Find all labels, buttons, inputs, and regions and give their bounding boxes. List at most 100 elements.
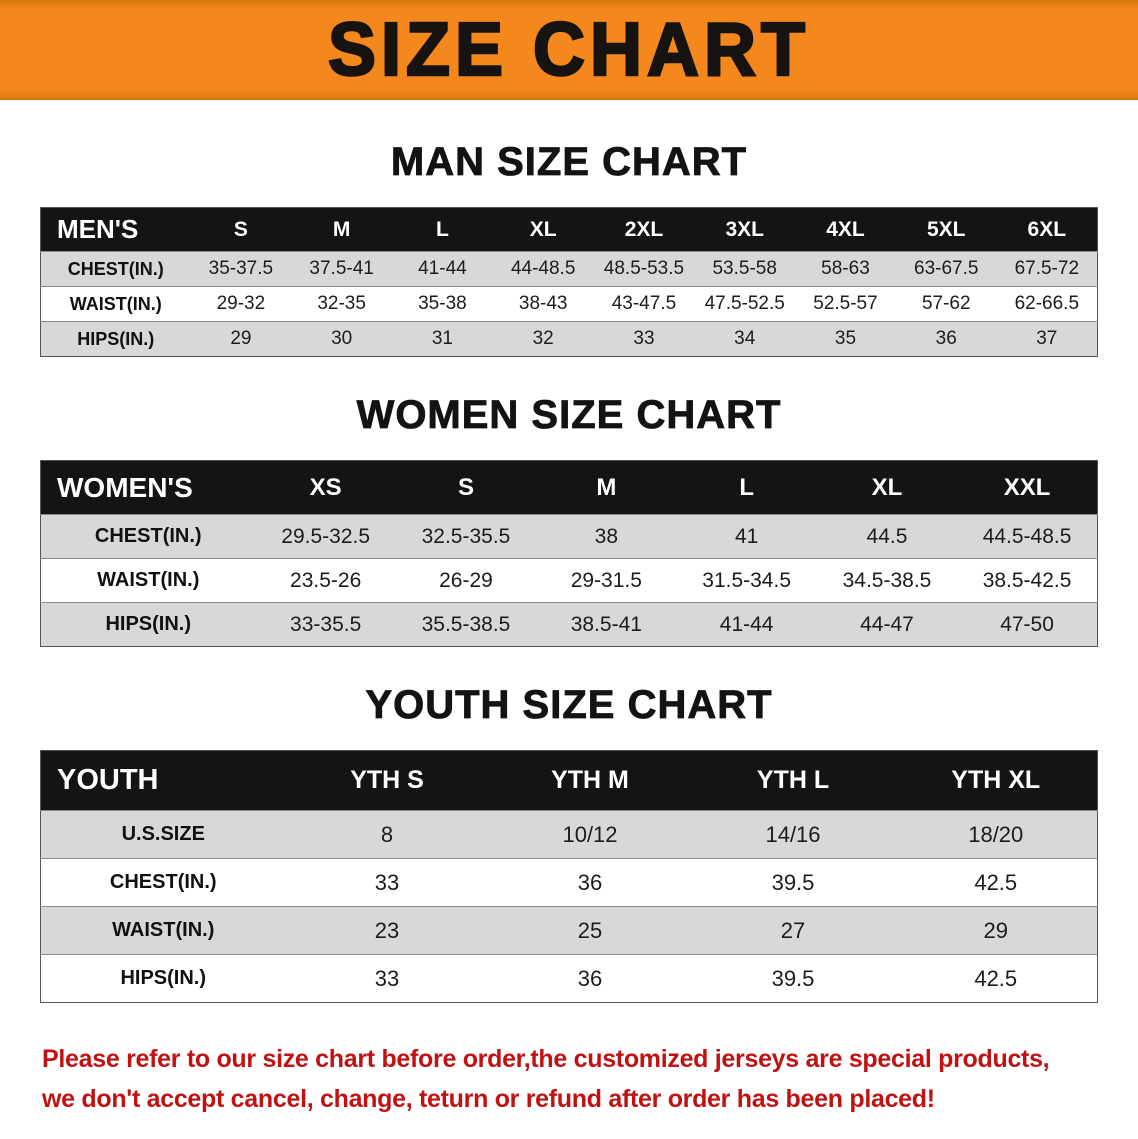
measurement-label: WAIST(IN.) — [40, 558, 256, 603]
men-section-heading: MAN SIZE CHART — [390, 140, 748, 185]
section-youth: YOUTH SIZE CHART YOUTH YTH S YTH M YTH L YTH… — [40, 683, 1098, 1003]
size-column-header: S — [233, 217, 248, 241]
table-row: HIPS(IN.) 33-35.5 35.5-38.5 38.5-41 41-44 44-… — [40, 602, 1098, 647]
measurement-label: CHEST(IN.) — [40, 251, 191, 287]
size-column-header: YTH XL — [951, 766, 1041, 794]
measurement-value: 38.5-41 — [536, 602, 677, 647]
measurement-value: 44-47 — [816, 602, 958, 647]
measurement-value: 29.5-32.5 — [255, 514, 396, 559]
measurement-value: 36 — [488, 858, 692, 907]
measurement-value: 29-32 — [190, 286, 292, 322]
measurement-value: 63-67.5 — [895, 251, 997, 287]
measurement-value: 14/16 — [691, 810, 895, 859]
section-women: WOMEN SIZE CHART WOMEN'S XS S M L XL XXL CHEST(… — [40, 393, 1098, 647]
size-column-header: XS — [309, 473, 342, 501]
measurement-label: U.S.SIZE — [40, 810, 286, 859]
measurement-value: 43-47.5 — [593, 286, 695, 322]
measurement-value: 34 — [694, 321, 796, 357]
measurement-value: 26-29 — [395, 558, 537, 603]
size-column-header: S — [457, 473, 474, 501]
measurement-value: 67.5-72 — [996, 251, 1098, 287]
measurement-value: 47.5-52.5 — [694, 286, 796, 322]
measurement-value: 29-31.5 — [536, 558, 677, 603]
measurement-value: 41 — [676, 514, 817, 559]
measurement-value: 25 — [488, 906, 692, 955]
measurement-value: 41-44 — [676, 602, 817, 647]
measurement-value: 36 — [488, 954, 692, 1003]
size-column-header: 3XL — [725, 217, 764, 241]
table-row: HIPS(IN.) 29 30 31 32 33 34 35 36 37 — [40, 321, 1098, 357]
measurement-value: 37 — [996, 321, 1098, 357]
measurement-value: 48.5-53.5 — [593, 251, 695, 287]
measurement-value: 33 — [285, 954, 489, 1003]
measurement-label: CHEST(IN.) — [40, 514, 256, 559]
measurement-value: 10/12 — [488, 810, 692, 859]
disclaimer: Please refer to our size chart before or… — [42, 1039, 1098, 1119]
table-header-row: WOMEN'S XS S M L XL XXL — [40, 460, 1098, 515]
size-column-header: YTH L — [756, 766, 830, 794]
womens-size-table: WOMEN'S XS S M L XL XXL CHEST(IN.) 29.5-32.5 32.5… — [40, 460, 1098, 647]
measurement-value: 35 — [795, 321, 896, 357]
measurement-value: 62-66.5 — [996, 286, 1098, 322]
measurement-value: 32-35 — [291, 286, 393, 322]
table-corner-label: MEN'S — [57, 214, 139, 244]
mens-size-table: MEN'S S M L XL 2XL 3XL 4XL 5XL 6XL CHEST(IN.) 35-37… — [40, 207, 1098, 357]
measurement-label: HIPS(IN.) — [40, 321, 191, 357]
measurement-value: 23 — [285, 906, 489, 955]
measurement-value: 29 — [190, 321, 292, 357]
measurement-value: 36 — [895, 321, 997, 357]
measurement-value: 44.5 — [816, 514, 958, 559]
size-column-header: YTH S — [350, 766, 424, 794]
section-men: MAN SIZE CHART MEN'S S M L XL 2XL 3XL 4XL 5XL 6XL… — [40, 140, 1098, 357]
youth-size-table: YOUTH YTH S YTH M YTH L YTH XL U.S.SIZE 8 10/12… — [40, 750, 1098, 1003]
measurement-value: 33-35.5 — [255, 602, 396, 647]
measurement-label: HIPS(IN.) — [40, 954, 286, 1003]
measurement-value: 42.5 — [894, 858, 1098, 907]
measurement-value: 37.5-41 — [291, 251, 393, 287]
table-header-row: YOUTH YTH S YTH M YTH L YTH XL — [40, 750, 1098, 811]
measurement-value: 23.5-26 — [255, 558, 396, 603]
table-corner-label: YOUTH — [57, 764, 159, 796]
measurement-value: 38 — [536, 514, 677, 559]
youth-section-heading: YOUTH SIZE CHART — [365, 683, 773, 728]
table-row: CHEST(IN.) 35-37.5 37.5-41 41-44 44-48.5 48.5… — [40, 251, 1098, 287]
measurement-value: 31 — [392, 321, 493, 357]
measurement-value: 44-48.5 — [492, 251, 594, 287]
table-row: CHEST(IN.) 29.5-32.5 32.5-35.5 38 41 44.5 44.5… — [40, 514, 1098, 559]
measurement-value: 42.5 — [894, 954, 1098, 1003]
measurement-value: 47-50 — [957, 602, 1098, 647]
measurement-value: 31.5-34.5 — [676, 558, 817, 603]
measurement-value: 39.5 — [691, 858, 895, 907]
measurement-value: 52.5-57 — [795, 286, 896, 322]
measurement-value: 41-44 — [392, 251, 493, 287]
measurement-value: 32.5-35.5 — [395, 514, 537, 559]
measurement-value: 35.5-38.5 — [395, 602, 537, 647]
size-column-header: M — [332, 217, 351, 241]
size-column-header: XL — [871, 473, 903, 501]
women-section-heading: WOMEN SIZE CHART — [356, 393, 782, 438]
size-chart-banner: SIZE CHART — [0, 0, 1138, 100]
content: MAN SIZE CHART MEN'S S M L XL 2XL 3XL 4XL 5XL 6XL… — [0, 100, 1138, 1139]
size-column-header: 4XL — [826, 217, 865, 241]
size-column-header: L — [436, 217, 449, 241]
measurement-value: 33 — [593, 321, 695, 357]
measurement-value: 35-37.5 — [190, 251, 292, 287]
measurement-label: CHEST(IN.) — [40, 858, 286, 907]
measurement-value: 34.5-38.5 — [816, 558, 958, 603]
measurement-value: 53.5-58 — [694, 251, 796, 287]
measurement-value: 44.5-48.5 — [957, 514, 1098, 559]
banner-title: SIZE CHART — [327, 8, 810, 93]
size-column-header: XXL — [1003, 473, 1051, 501]
disclaimer-line-1: Please refer to our size chart before or… — [42, 1045, 1050, 1073]
measurement-value: 29 — [894, 906, 1098, 955]
table-row: U.S.SIZE 8 10/12 14/16 18/20 — [40, 810, 1098, 859]
table-row: CHEST(IN.) 33 36 39.5 42.5 — [40, 858, 1098, 907]
size-column-header: M — [596, 473, 617, 501]
size-column-header: XL — [529, 217, 557, 241]
size-column-header: YTH M — [551, 766, 629, 794]
table-row: WAIST(IN.) 23 25 27 29 — [40, 906, 1098, 955]
measurement-value: 32 — [492, 321, 594, 357]
size-column-header: 5XL — [926, 217, 966, 241]
size-column-header: L — [739, 473, 754, 501]
table-corner-label: WOMEN'S — [57, 471, 193, 503]
